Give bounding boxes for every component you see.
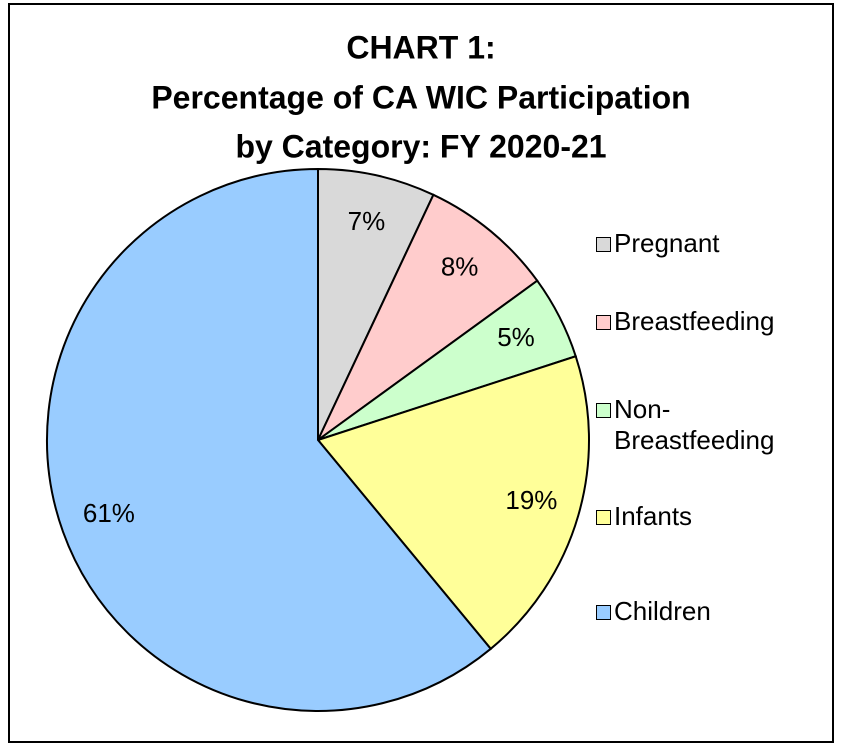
chart-title: by Category: FY 2020-21	[235, 128, 606, 164]
pie-slice	[317, 193, 539, 441]
legend-swatch	[596, 315, 611, 330]
chart-title: CHART 1:	[346, 29, 495, 65]
legend-label: Pregnant	[614, 228, 720, 258]
pie-slice	[316, 354, 590, 651]
pie-slice	[46, 167, 493, 712]
legend-label: Breastfeeding	[614, 306, 775, 336]
legend-item: Breastfeeding	[596, 306, 774, 337]
legend-label: Children	[614, 596, 711, 626]
legend-item: Children	[596, 596, 711, 627]
data-label: 61%	[83, 498, 135, 528]
chart-title: Percentage of CA WIC Participation	[151, 79, 690, 115]
data-label: 7%	[348, 206, 386, 236]
legend-item: Non-Breastfeeding	[596, 394, 829, 456]
data-label: 8%	[441, 252, 479, 282]
legend-label: Non-Breastfeeding	[614, 394, 775, 455]
legend-swatch	[596, 510, 611, 525]
pie-slice	[317, 167, 435, 441]
data-label: 5%	[497, 322, 535, 352]
legend-swatch	[596, 403, 611, 418]
legend-item: Infants	[596, 501, 692, 532]
legend-swatch	[596, 237, 611, 252]
legend-label: Infants	[614, 501, 693, 531]
legend-item: Pregnant	[596, 228, 720, 259]
legend-swatch	[596, 605, 611, 620]
data-label: 19%	[505, 485, 557, 515]
